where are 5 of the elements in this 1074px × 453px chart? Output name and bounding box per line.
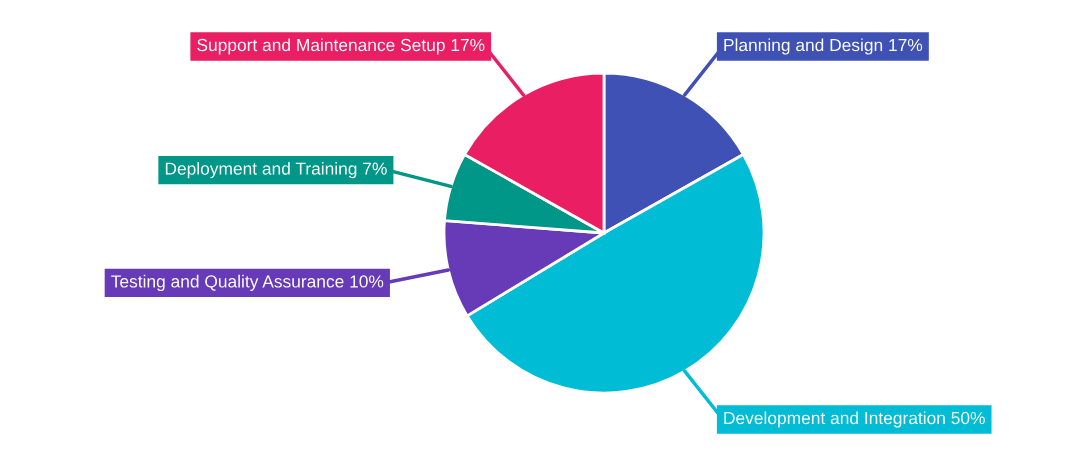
slice-label: Testing and Quality Assurance 10% <box>111 274 384 292</box>
slice-label: Development and Integration 50% <box>724 411 985 428</box>
slice-label: Support and Maintenance Setup 17% <box>197 38 485 55</box>
slice-label: Deployment and Training 7% <box>165 162 387 179</box>
slice-label: Planning and Design 17% <box>724 38 923 55</box>
